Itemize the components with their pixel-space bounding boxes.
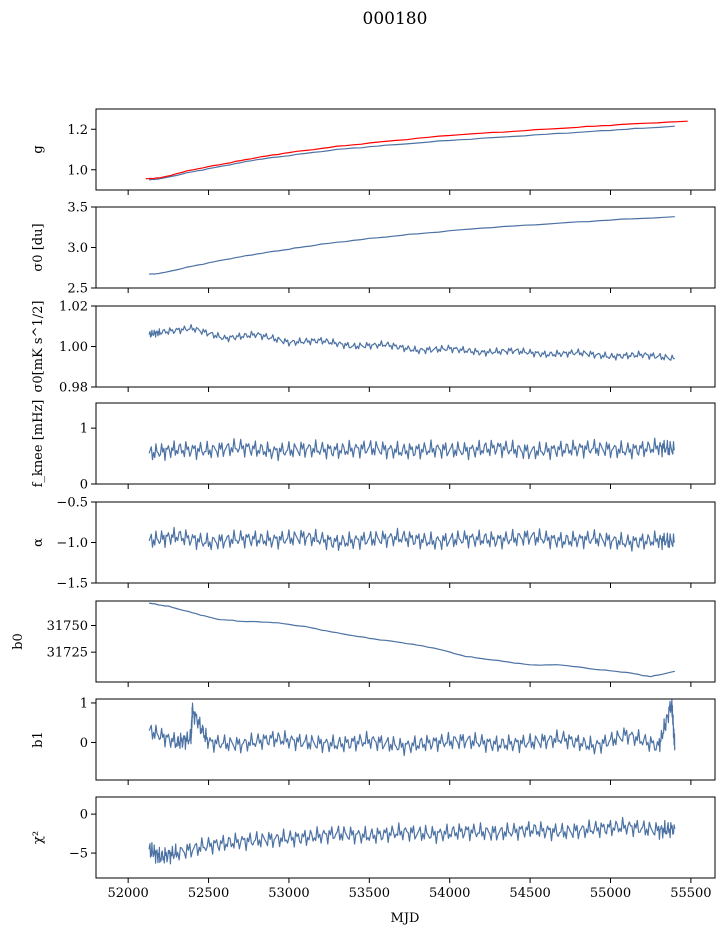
x-tick-label: 52500 xyxy=(188,886,229,901)
panel-frame xyxy=(95,796,716,879)
y-tick-label: 1.02 xyxy=(59,300,88,315)
y-tick-label: 1.00 xyxy=(59,340,88,355)
x-tick-label: 53000 xyxy=(268,886,309,901)
panel-frame xyxy=(95,305,716,388)
series-line-b0-0 xyxy=(149,602,675,678)
figure-title: 000180 xyxy=(363,9,428,29)
series-line-sigma0-du-0 xyxy=(149,216,675,275)
x-tick-label: 55000 xyxy=(590,886,631,901)
x-tick-label: 52000 xyxy=(107,886,148,901)
x-tick-label: 55500 xyxy=(670,886,711,901)
series-line-chi2-0 xyxy=(148,816,676,865)
y-tick-label: −1.0 xyxy=(56,536,88,551)
x-tick-label: 54500 xyxy=(509,886,550,901)
y-axis-label: b0 xyxy=(11,633,26,650)
y-tick-label: −1.5 xyxy=(56,577,88,592)
y-tick-label: 0 xyxy=(80,478,88,493)
panel-sigma0-du: 2.5 3.0 3.5 σ0 [du] xyxy=(31,201,716,297)
y-axis-label: g xyxy=(31,145,46,153)
y-tick-label: 0.98 xyxy=(59,381,88,396)
y-tick-label: 0 xyxy=(80,736,88,751)
series-line-sigma0-mk-0 xyxy=(148,324,675,361)
panel-frame xyxy=(95,108,716,191)
y-tick-label: −5 xyxy=(69,847,88,862)
y-axis-label: f_knee [mHz] xyxy=(31,400,46,488)
panel-chi2: −5 0 52000 52500 53000 53500 54000 54500 55000 55… xyxy=(31,796,716,901)
y-axis-label: σ0[mK s^1/2] xyxy=(31,301,46,393)
y-axis-label: α xyxy=(31,538,46,547)
panel-frame xyxy=(95,600,716,683)
x-tick-label: 54000 xyxy=(429,886,470,901)
y-tick-label: 3.0 xyxy=(67,241,88,256)
y-tick-label: 1.0 xyxy=(67,163,88,178)
y-tick-label: 1 xyxy=(80,696,88,711)
y-axis-label: σ0 [du] xyxy=(31,223,46,271)
x-axis-label: MJD xyxy=(391,911,420,926)
panel-b0: 31725 31750 b0 xyxy=(11,600,716,687)
series-line-g-0 xyxy=(149,125,675,181)
y-tick-label: 0 xyxy=(80,808,88,823)
y-tick-label: 2.5 xyxy=(67,282,88,297)
series-line-b1-0 xyxy=(148,699,676,757)
y-tick-label: 1 xyxy=(80,422,88,437)
panel-sigma0-mk: 0.98 1.00 1.02 σ0[mK s^1/2] xyxy=(31,300,716,396)
y-axis-label: χ² xyxy=(31,831,46,844)
series-line-alpha-0 xyxy=(148,526,676,552)
panel-fknee: 0 1 f_knee [mHz] xyxy=(31,400,716,493)
x-tick-label: 53500 xyxy=(349,886,390,901)
y-tick-label: −0.5 xyxy=(56,496,88,511)
y-axis-label: b1 xyxy=(31,731,46,748)
panel-g: 1.0 1.2 g xyxy=(31,108,716,195)
panels: 1.0 1.2 g 2.5 3.0 3.5 σ0 [du] 0.98 1.00 1.02 σ0[mK… xyxy=(11,108,716,901)
series-line-fknee-0 xyxy=(148,437,676,462)
panel-b1: 0 1 b1 xyxy=(31,696,716,785)
panel-alpha: −1.5 −1.0 −0.5 α xyxy=(31,496,716,592)
panel-frame xyxy=(95,402,716,485)
y-tick-label: 31750 xyxy=(47,619,88,634)
y-tick-label: 31725 xyxy=(47,646,88,661)
panel-frame xyxy=(95,698,716,781)
y-tick-label: 1.2 xyxy=(67,123,88,138)
series-line-g-1 xyxy=(145,120,688,180)
y-tick-label: 3.5 xyxy=(67,201,88,216)
